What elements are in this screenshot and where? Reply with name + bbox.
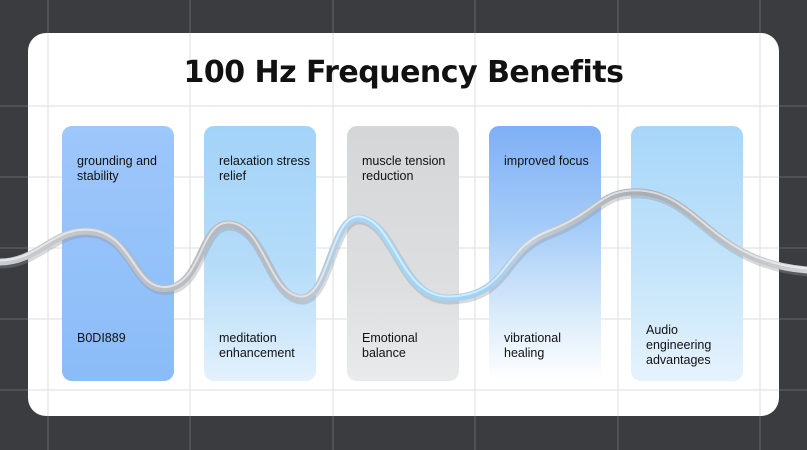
benefit-panel-2-top-label: relaxation stress relief bbox=[219, 154, 311, 183]
benefit-panel-1: grounding and stability B0DI889 bbox=[62, 126, 174, 381]
page-title: 100 Hz Frequency Benefits bbox=[183, 55, 624, 90]
benefit-panel-2: relaxation stress relief meditation enha… bbox=[204, 126, 316, 381]
benefit-panel-3-top-label: muscle tension reduction bbox=[362, 154, 446, 183]
benefit-panel-3: muscle tension reduction Emotional balan… bbox=[347, 126, 459, 381]
benefit-panel-4-top-label: improved focus bbox=[504, 154, 589, 168]
benefit-panel-5: Audio engineering advantages bbox=[631, 126, 743, 381]
benefit-panel-2-bottom-label: meditation enhancement bbox=[219, 331, 295, 360]
benefit-panel-5-bottom-label: Audio engineering advantages bbox=[646, 323, 712, 367]
benefit-panel-4: improved focus vibrational healing bbox=[489, 126, 601, 381]
benefit-panel-3-bottom-label: Emotional balance bbox=[362, 331, 418, 360]
benefit-panel-4-bottom-label: vibrational healing bbox=[504, 331, 561, 360]
benefit-panel-1-top-label: grounding and stability bbox=[77, 154, 157, 183]
benefit-panel-1-bottom-label: B0DI889 bbox=[77, 331, 126, 345]
benefits-card: 100 Hz Frequency Benefits grounding and … bbox=[28, 33, 779, 416]
